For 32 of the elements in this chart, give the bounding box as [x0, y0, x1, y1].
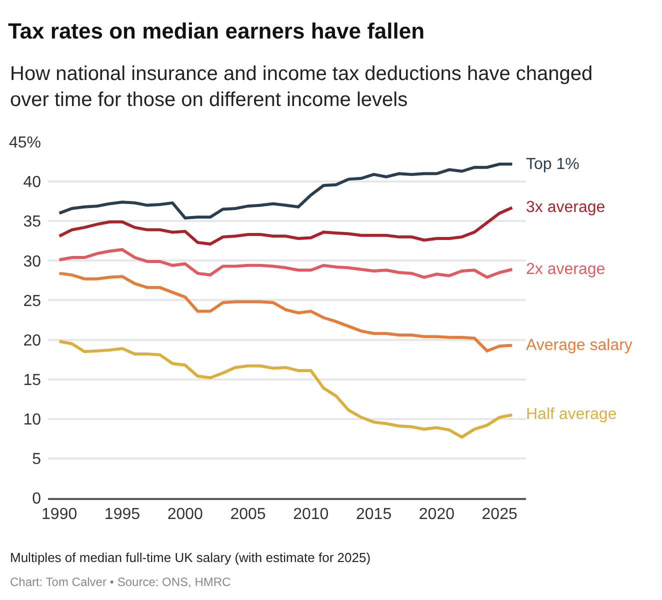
series-label: 2x average — [526, 261, 606, 278]
y-tick-label: 15 — [23, 372, 42, 389]
line-series — [58, 272, 514, 352]
line-series — [58, 340, 514, 439]
line-series — [58, 206, 514, 246]
y-tick-label: 20 — [23, 332, 42, 350]
series-label: Top 1% — [526, 156, 580, 173]
y-tick-label: 25 — [23, 292, 42, 310]
x-tick-label: 1995 — [104, 506, 140, 523]
series-label: Average salary — [526, 337, 632, 354]
y-tick-label: 10 — [23, 411, 42, 428]
y-tick-label: 0 — [32, 490, 42, 508]
x-tick-label: 2010 — [293, 506, 329, 523]
x-tick-label: 2005 — [230, 506, 266, 523]
x-tick-label: 2020 — [418, 506, 455, 523]
y-tick-label: 5 — [32, 451, 42, 468]
x-tick-label: 2000 — [167, 506, 204, 523]
y-tick-label: 30 — [23, 253, 42, 270]
y-tick-label: 45% — [8, 134, 41, 152]
text: Multiples of median full-time UK salary (with estimate for 2025) — [10, 550, 371, 565]
chart-title: Tax rates on median earners have fallen — [8, 18, 425, 44]
x-tick-label: 2015 — [356, 506, 392, 523]
x-tick-label: 1990 — [42, 506, 78, 523]
chart-subtitle: How national insurance and income tax deductions have changed over time for those on different income levels — [10, 63, 593, 111]
y-tick-label: 40 — [23, 174, 42, 192]
line-series — [58, 248, 514, 279]
y-tick-label: 35 — [23, 214, 42, 231]
text: Chart: Tom Calver • Source: ONS, HMRC — [10, 575, 232, 589]
x-tick-label: 2025 — [482, 506, 518, 523]
series-label: 3x average — [526, 199, 606, 216]
line-series — [58, 162, 514, 220]
series-label: Half average — [526, 406, 617, 423]
